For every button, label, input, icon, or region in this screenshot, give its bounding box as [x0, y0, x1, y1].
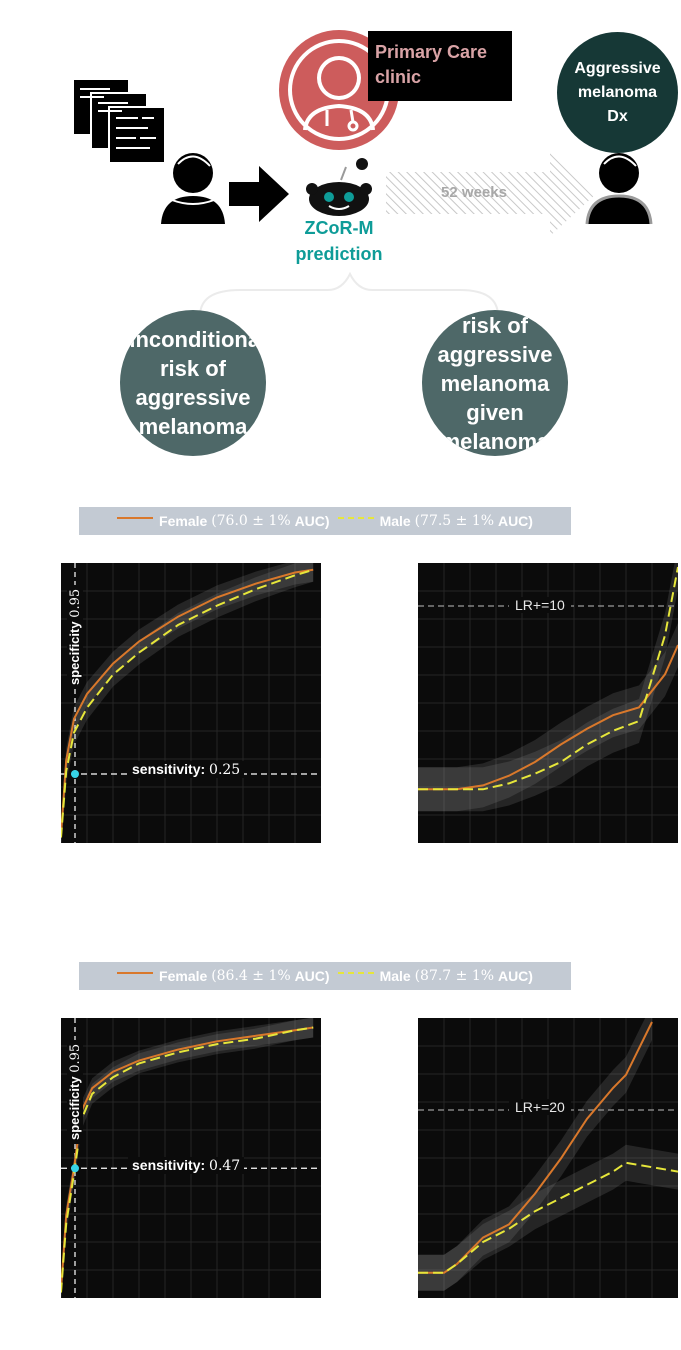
- specificity-text-row2: specificity: [67, 1076, 82, 1140]
- legend-row2: Female (86.4 ± 1% AUC) Male (87.7 ± 1% A…: [79, 962, 571, 990]
- roc-chart-row2: sensitivity: 0.47 specificity 0.95: [61, 1018, 321, 1298]
- clinic-label-text: Primary Care clinic: [375, 42, 488, 87]
- legend-male-stat: (77.5 ± 1%: [414, 513, 495, 529]
- branch-connector: [199, 271, 499, 317]
- sensitivity-value-row2: 0.47: [209, 1158, 241, 1174]
- sensitivity-text-row1: sensitivity:: [132, 761, 206, 777]
- sensitivity-value-row1: 0.25: [209, 762, 241, 778]
- unconditional-risk-text: unconditional risk of aggressive melanom…: [122, 327, 266, 439]
- male-swatch: [337, 517, 374, 519]
- doctor-avatar: [279, 30, 399, 150]
- clinic-label: Primary Care clinic: [368, 31, 512, 101]
- legend-female-auc-2: AUC): [294, 968, 330, 984]
- series-line-male: [61, 1026, 314, 1293]
- timeline-label: 52 weeks: [441, 184, 507, 201]
- confidence-band-female: [61, 563, 314, 843]
- lr-label-row1: LR+=10: [509, 597, 571, 613]
- conditional-risk-text: risk of aggressive melanoma given melano…: [437, 312, 553, 454]
- series-line-male: [61, 568, 314, 838]
- legend-male-auc-2: AUC): [497, 968, 533, 984]
- doctor-icon: [288, 39, 390, 141]
- legend-male-auc: AUC): [497, 513, 533, 529]
- legend-row1: Female (76.0 ± 1% AUC) Male (77.5 ± 1% A…: [79, 507, 571, 535]
- timeline-arrow: [386, 152, 596, 236]
- conditional-risk-bubble: risk of aggressive melanoma given melano…: [422, 310, 568, 456]
- roc-chart-row1: sensitivity: 0.25 specificity 0.95: [61, 563, 321, 843]
- arrow-right-icon: [229, 166, 289, 222]
- legend-female-label-2: Female: [159, 968, 208, 984]
- outcome-patient-icon: [585, 153, 653, 225]
- legend-female-auc: AUC): [294, 513, 330, 529]
- operating-point-marker: [71, 770, 79, 778]
- patient-icon: [161, 153, 225, 224]
- specificity-value-row1: 0.95: [68, 588, 83, 618]
- female-swatch-2: [117, 972, 154, 974]
- legend-female-stat: (76.0 ± 1%: [211, 513, 291, 529]
- legend-female-label: Female: [159, 513, 208, 529]
- confidence-band-male: [61, 563, 314, 843]
- specificity-label-row2: specificity 0.95: [67, 1039, 83, 1144]
- unconditional-risk-bubble: unconditional risk of aggressive melanom…: [120, 310, 266, 456]
- lr-plot-row1: [418, 563, 678, 843]
- confidence-band-female: [418, 623, 678, 812]
- series-line-female: [418, 1021, 653, 1274]
- operating-point-marker: [71, 1164, 79, 1173]
- confidence-band-female: [418, 1018, 652, 1291]
- outcome-label: Aggressive melanoma Dx: [574, 59, 661, 125]
- series-line-female: [61, 568, 314, 835]
- lr-label-row2: LR+=20: [509, 1099, 571, 1115]
- lr-chart-row1: LR+=10: [418, 563, 678, 843]
- roc-plot-row1: [61, 563, 321, 843]
- confidence-band-male: [418, 1144, 678, 1291]
- confidence-band-male: [418, 563, 678, 812]
- specificity-text-row1: specificity: [67, 621, 82, 685]
- specificity-label-row1: specificity 0.95: [67, 584, 83, 689]
- legend-female-stat-2: (86.4 ± 1%: [211, 968, 291, 984]
- series-line-female: [418, 644, 678, 791]
- records-stack-icon: [72, 78, 166, 164]
- male-swatch-2: [337, 972, 374, 974]
- legend-male-stat-2: (87.7 ± 1%: [414, 968, 495, 984]
- model-name: ZCoR-M: [304, 218, 374, 238]
- female-swatch: [117, 517, 154, 519]
- sensitivity-text-row2: sensitivity:: [132, 1157, 206, 1173]
- outcome-circle: Aggressive melanoma Dx: [557, 32, 678, 153]
- sensitivity-label-row1: sensitivity: 0.25: [128, 761, 245, 778]
- lr-chart-row2: LR+=20: [418, 1018, 678, 1298]
- model-caption: prediction: [295, 244, 383, 264]
- specificity-value-row2: 0.95: [68, 1043, 83, 1073]
- robot-icon: [306, 158, 372, 216]
- legend-male-label: Male: [379, 513, 411, 529]
- series-line-male: [418, 1161, 678, 1274]
- series-line-female: [61, 1026, 314, 1290]
- sensitivity-label-row2: sensitivity: 0.47: [128, 1157, 245, 1174]
- lr-plot-row2: [418, 1018, 678, 1298]
- legend-male-label-2: Male: [379, 968, 411, 984]
